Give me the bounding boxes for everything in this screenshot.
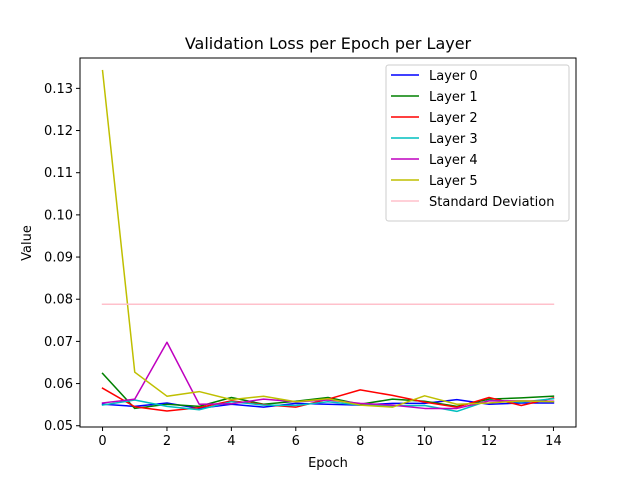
legend-label: Layer 4	[429, 153, 478, 168]
x-tick-label: 12	[481, 434, 498, 449]
y-tick-label: 0.08	[44, 293, 73, 308]
legend: Layer 0 Layer 1 Layer 2 Layer 3 Layer 4 Layer…	[385, 64, 570, 222]
y-tick-label: 0.11	[44, 166, 73, 181]
y-tick-label: 0.13	[44, 82, 73, 97]
legend-label: Layer 3	[429, 132, 478, 147]
series-line-5	[101, 69, 555, 408]
y-axis-label: Value	[20, 225, 35, 261]
legend-box	[385, 64, 570, 222]
x-tick-label: 14	[545, 434, 562, 449]
chart-title: Validation Loss per Epoch per Layer	[185, 34, 472, 53]
legend-label: Layer 5	[429, 174, 478, 189]
x-tick-label: 8	[356, 434, 364, 449]
y-tick-label: 0.05	[44, 419, 73, 434]
series-line-1	[101, 372, 555, 410]
legend-label: Standard Deviation	[429, 195, 554, 210]
plot-area	[101, 69, 555, 413]
legend-label: Layer 1	[429, 90, 478, 105]
y-tick-label: 0.12	[44, 124, 73, 139]
y-tick-label: 0.09	[44, 251, 73, 266]
x-tick-label: 0	[98, 434, 106, 449]
plot-frame	[79, 57, 577, 428]
legend-label: Layer 0	[429, 69, 478, 84]
x-tick-label: 10	[416, 434, 433, 449]
y-tick-label: 0.07	[44, 335, 73, 350]
axes: 0 2 4 6 8 10 12 14 0.05 0.06 0.07 0.08 0.09 0.10 0.11 0…	[44, 57, 577, 449]
y-tick-label: 0.06	[44, 377, 73, 392]
y-tick-label: 0.10	[44, 208, 73, 223]
x-tick-label: 4	[227, 434, 235, 449]
legend-label: Layer 2	[429, 111, 478, 126]
x-tick-label: 6	[292, 434, 300, 449]
x-tick-label: 2	[163, 434, 171, 449]
x-axis-label: Epoch	[308, 456, 348, 471]
